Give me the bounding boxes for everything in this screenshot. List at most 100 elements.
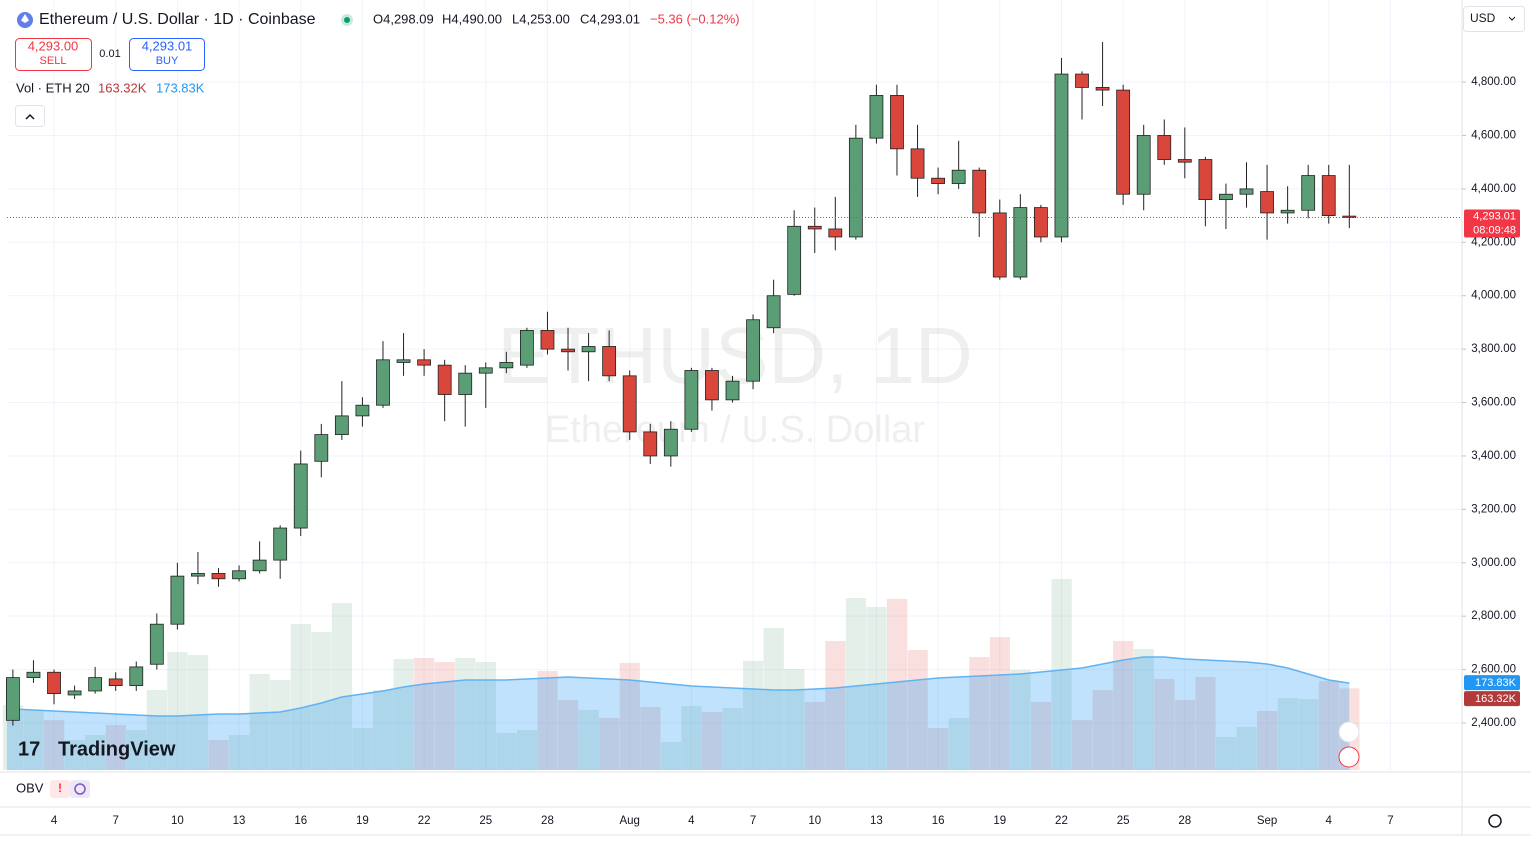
volume-bar	[290, 624, 311, 770]
x-tick-label: 7	[1387, 815, 1393, 827]
volume-bar	[1195, 677, 1216, 770]
volume-bar	[372, 690, 394, 770]
candle-body	[520, 330, 534, 366]
x-tick-label: 4	[688, 815, 695, 827]
volume-bar	[1113, 641, 1134, 770]
watermark-name: Ethereum / U.S. Dollar	[545, 409, 925, 451]
volume-ma-line	[12, 656, 1350, 717]
x-tick-label: 10	[808, 815, 821, 827]
candle-body	[67, 690, 82, 696]
volume-bar	[187, 655, 209, 770]
x-tick-label: Aug	[619, 815, 639, 827]
volume-ma-value: 173.83K	[156, 80, 205, 95]
volume-bar	[229, 735, 250, 770]
x-tick-label: 7	[750, 815, 756, 827]
x-tick-label: 4	[51, 815, 58, 827]
currency-button[interactable]	[1463, 6, 1525, 32]
candle-body	[663, 428, 678, 457]
candle-body	[746, 319, 760, 382]
candle-body	[725, 380, 740, 401]
volume-bar	[126, 730, 147, 770]
volume-layer	[2, 579, 1360, 770]
candle-body	[1342, 215, 1357, 218]
y-tick-label: 4,800.00	[1471, 76, 1516, 88]
candle-body	[478, 367, 493, 374]
currency: USD	[1470, 11, 1496, 25]
flag-icon[interactable]	[1338, 746, 1360, 768]
x-tick-label: 25	[479, 815, 492, 827]
candle-body	[931, 177, 945, 184]
candle-body	[890, 95, 904, 150]
x-tick-label: Sep	[1257, 815, 1277, 827]
axes: 2,400.00 2,600.00 2,800.00 3,000.00 3,200.00…	[51, 76, 1520, 827]
candle-body	[1034, 207, 1048, 238]
volume-bar	[1010, 670, 1031, 770]
y-tick-label: 4,000.00	[1471, 290, 1516, 302]
candle-body	[1321, 175, 1336, 217]
y-tick-label: 3,800.00	[1471, 343, 1516, 355]
volume-bar	[681, 706, 702, 770]
candle-body	[1095, 87, 1110, 91]
volume-bar	[989, 637, 1010, 770]
volume-bar	[496, 733, 517, 770]
candle-body	[561, 348, 575, 353]
x-tick-label: 22	[1055, 815, 1068, 827]
volume-bar	[578, 710, 599, 770]
volume-tag	[1464, 691, 1520, 707]
y-tick-label: 2,400.00	[1471, 717, 1516, 729]
candle-body	[1054, 73, 1069, 238]
candle-body	[622, 375, 637, 433]
volume-bar	[1298, 699, 1319, 770]
y-tick-label: 4,600.00	[1471, 130, 1516, 142]
candle-body	[149, 623, 164, 665]
candle-body	[1116, 89, 1131, 195]
candle-body	[437, 364, 452, 395]
volume-bar	[44, 720, 65, 770]
candle-body	[293, 463, 308, 529]
y-tick-label: 3,400.00	[1471, 450, 1516, 462]
volume-bar	[1257, 711, 1278, 770]
candle-body	[273, 527, 288, 561]
candle-body	[1260, 191, 1274, 214]
settings-icon[interactable]	[1488, 814, 1502, 828]
candle-body	[992, 212, 1007, 278]
candle-body	[705, 370, 719, 401]
volume-bar	[270, 680, 291, 770]
volume-bar	[928, 728, 949, 770]
volume-bar	[1318, 681, 1339, 770]
x-tick-label: 19	[993, 815, 1006, 827]
volume-bar	[1072, 720, 1093, 770]
indicator-label: OBV	[16, 780, 44, 795]
candle-body	[26, 671, 41, 679]
volume-bar	[85, 735, 106, 770]
candle-body	[1075, 73, 1089, 88]
candle-body	[766, 295, 781, 329]
x-tick-label: 25	[1117, 815, 1130, 827]
volume-bar	[640, 707, 661, 770]
buy-button[interactable]	[129, 38, 205, 71]
symbol-title[interactable]: Ethereum / U.S. Dollar · 1D · Coinbase	[39, 11, 316, 28]
indicator-warning[interactable]	[50, 780, 70, 798]
y-tick-label: 3,200.00	[1471, 503, 1516, 515]
volume-bar	[311, 632, 332, 770]
assistant-icon[interactable]	[1338, 721, 1360, 743]
indicator-reload[interactable]	[70, 780, 90, 798]
y-tick-label: 3,000.00	[1471, 557, 1516, 569]
volume-ma-area	[6, 657, 1350, 770]
volume-bar	[1133, 649, 1154, 770]
volume-bar	[722, 708, 743, 770]
ohlc-high: H4,490.00	[442, 11, 502, 26]
collapse-icon	[25, 113, 35, 120]
volume-bar	[825, 641, 846, 770]
volume-bar	[558, 700, 579, 770]
candle-body	[1280, 209, 1295, 214]
volume-bar	[455, 658, 476, 770]
x-tick-label: 16	[294, 815, 307, 827]
candle-body	[869, 95, 884, 139]
y-tick-label: 4,400.00	[1471, 183, 1516, 195]
x-tick-label: 19	[356, 815, 369, 827]
volume-bar	[845, 598, 867, 770]
sell-button[interactable]	[15, 38, 92, 71]
volume-bar	[64, 740, 85, 770]
